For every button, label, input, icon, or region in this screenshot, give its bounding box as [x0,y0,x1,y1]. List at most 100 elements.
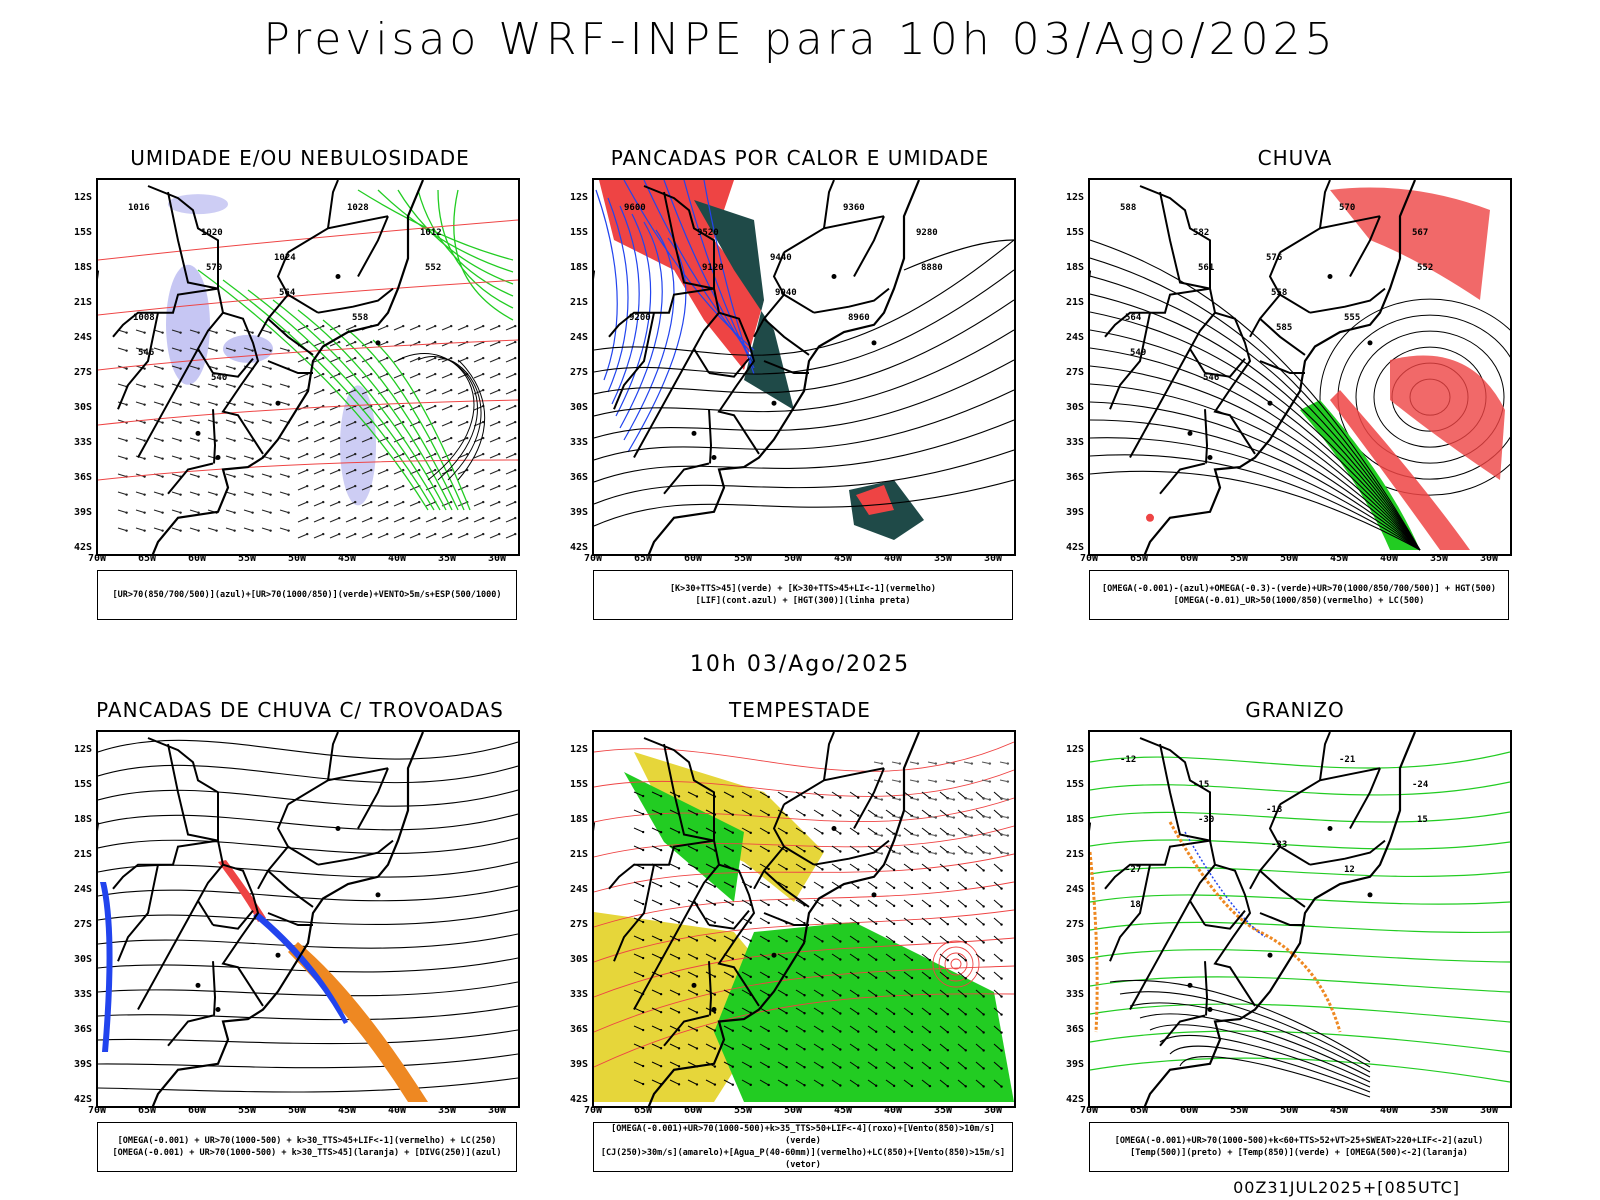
lake [1187,982,1193,988]
wind-vector [457,373,468,379]
lon-tick-label: 60W [683,553,703,564]
vector-head [785,813,788,817]
border-line [1109,864,1151,962]
wind-vector [225,401,235,406]
vector-head [964,995,967,998]
vector-head [143,367,146,370]
wind-vector [489,469,500,475]
vector-head [803,976,806,979]
wind-vector [409,421,420,427]
wind-vector [669,989,680,995]
vector-head [306,436,309,440]
vector-head [514,372,517,376]
contour-line [417,189,514,297]
vector-head [402,500,405,504]
wind-vector [135,383,145,388]
vector-head [803,832,806,835]
vector-head [659,938,663,942]
wind-vector [473,341,484,347]
vector-head [197,367,200,370]
wind-vector [993,953,1002,961]
vector-head [928,1030,932,1034]
border-line [1279,767,1381,806]
wind-vector [279,491,289,496]
wind-vector [777,881,787,888]
wind-vector [885,863,895,871]
vector-head [695,939,699,942]
wind-vector [225,491,235,496]
vector-head [982,905,985,908]
wind-vector [261,509,271,514]
vector-head [161,403,164,406]
vector-head [910,1084,914,1088]
wind-vector [441,533,452,539]
vector-head [857,886,860,889]
wind-vector [345,421,356,427]
contour-line [1090,311,1421,551]
wind-vector [975,1007,984,1015]
wind-vector [297,389,308,395]
vector-head [466,420,469,424]
vector-head [338,436,341,440]
vector-head [910,1066,914,1070]
lat-tick-label: 24S [1065,884,1084,895]
border-line [117,864,159,962]
lake [691,430,697,436]
wind-vector [135,437,145,442]
contour-line [417,356,478,481]
vector-head [386,420,389,424]
wind-vector [777,1025,787,1032]
contour-line [1090,239,1421,551]
vector-head [179,403,182,406]
panel-title: CHUVA [1257,146,1333,170]
wind-vector [831,1025,841,1032]
wind-vector [489,421,500,427]
vector-head [916,780,920,783]
vector-head [785,1065,788,1069]
wind-vector [117,473,127,478]
wind-vector [377,421,388,427]
vector-head [514,532,517,536]
border-line [167,462,214,495]
wind-vector [171,437,181,442]
wind-vector [189,527,199,532]
wind-vector [329,453,340,459]
wind-vector [189,437,199,442]
vector-head [1006,798,1010,801]
border-line [212,961,217,1016]
wind-vector [795,1025,805,1032]
vector-head [946,887,950,890]
lat-tick-label: 21S [569,849,588,860]
wind-vector [377,469,388,475]
vector-head [418,324,421,328]
lon-tick-label: 55W [733,1105,753,1116]
vector-head [731,795,735,798]
wind-vector [457,421,468,427]
vector-head [338,484,341,488]
weak-vector [999,779,1008,783]
border-line [763,869,810,908]
wind-vector [361,357,372,363]
vector-head [803,1012,806,1015]
wind-vector [377,325,388,331]
contour-line [594,389,1014,461]
wind-vector [225,437,235,442]
vector-head [641,848,645,852]
wind-vector [473,469,484,475]
vector-head [659,848,663,852]
vector-head [857,868,860,871]
vector-head [695,993,699,996]
vector-head [695,975,699,978]
wind-vector [867,1061,877,1069]
wind-vector [489,373,500,379]
panel-title: UMIDADE E/OU NEBULOSIDADE [130,146,470,170]
weak-vector [981,761,990,765]
vector-head [749,921,752,925]
wind-vector [993,899,1002,907]
vector-head [892,994,896,998]
vector-head [466,484,469,488]
vector-head [287,349,290,352]
contour-line [903,239,1014,271]
vector-head [251,529,254,532]
vector-head [125,331,128,334]
